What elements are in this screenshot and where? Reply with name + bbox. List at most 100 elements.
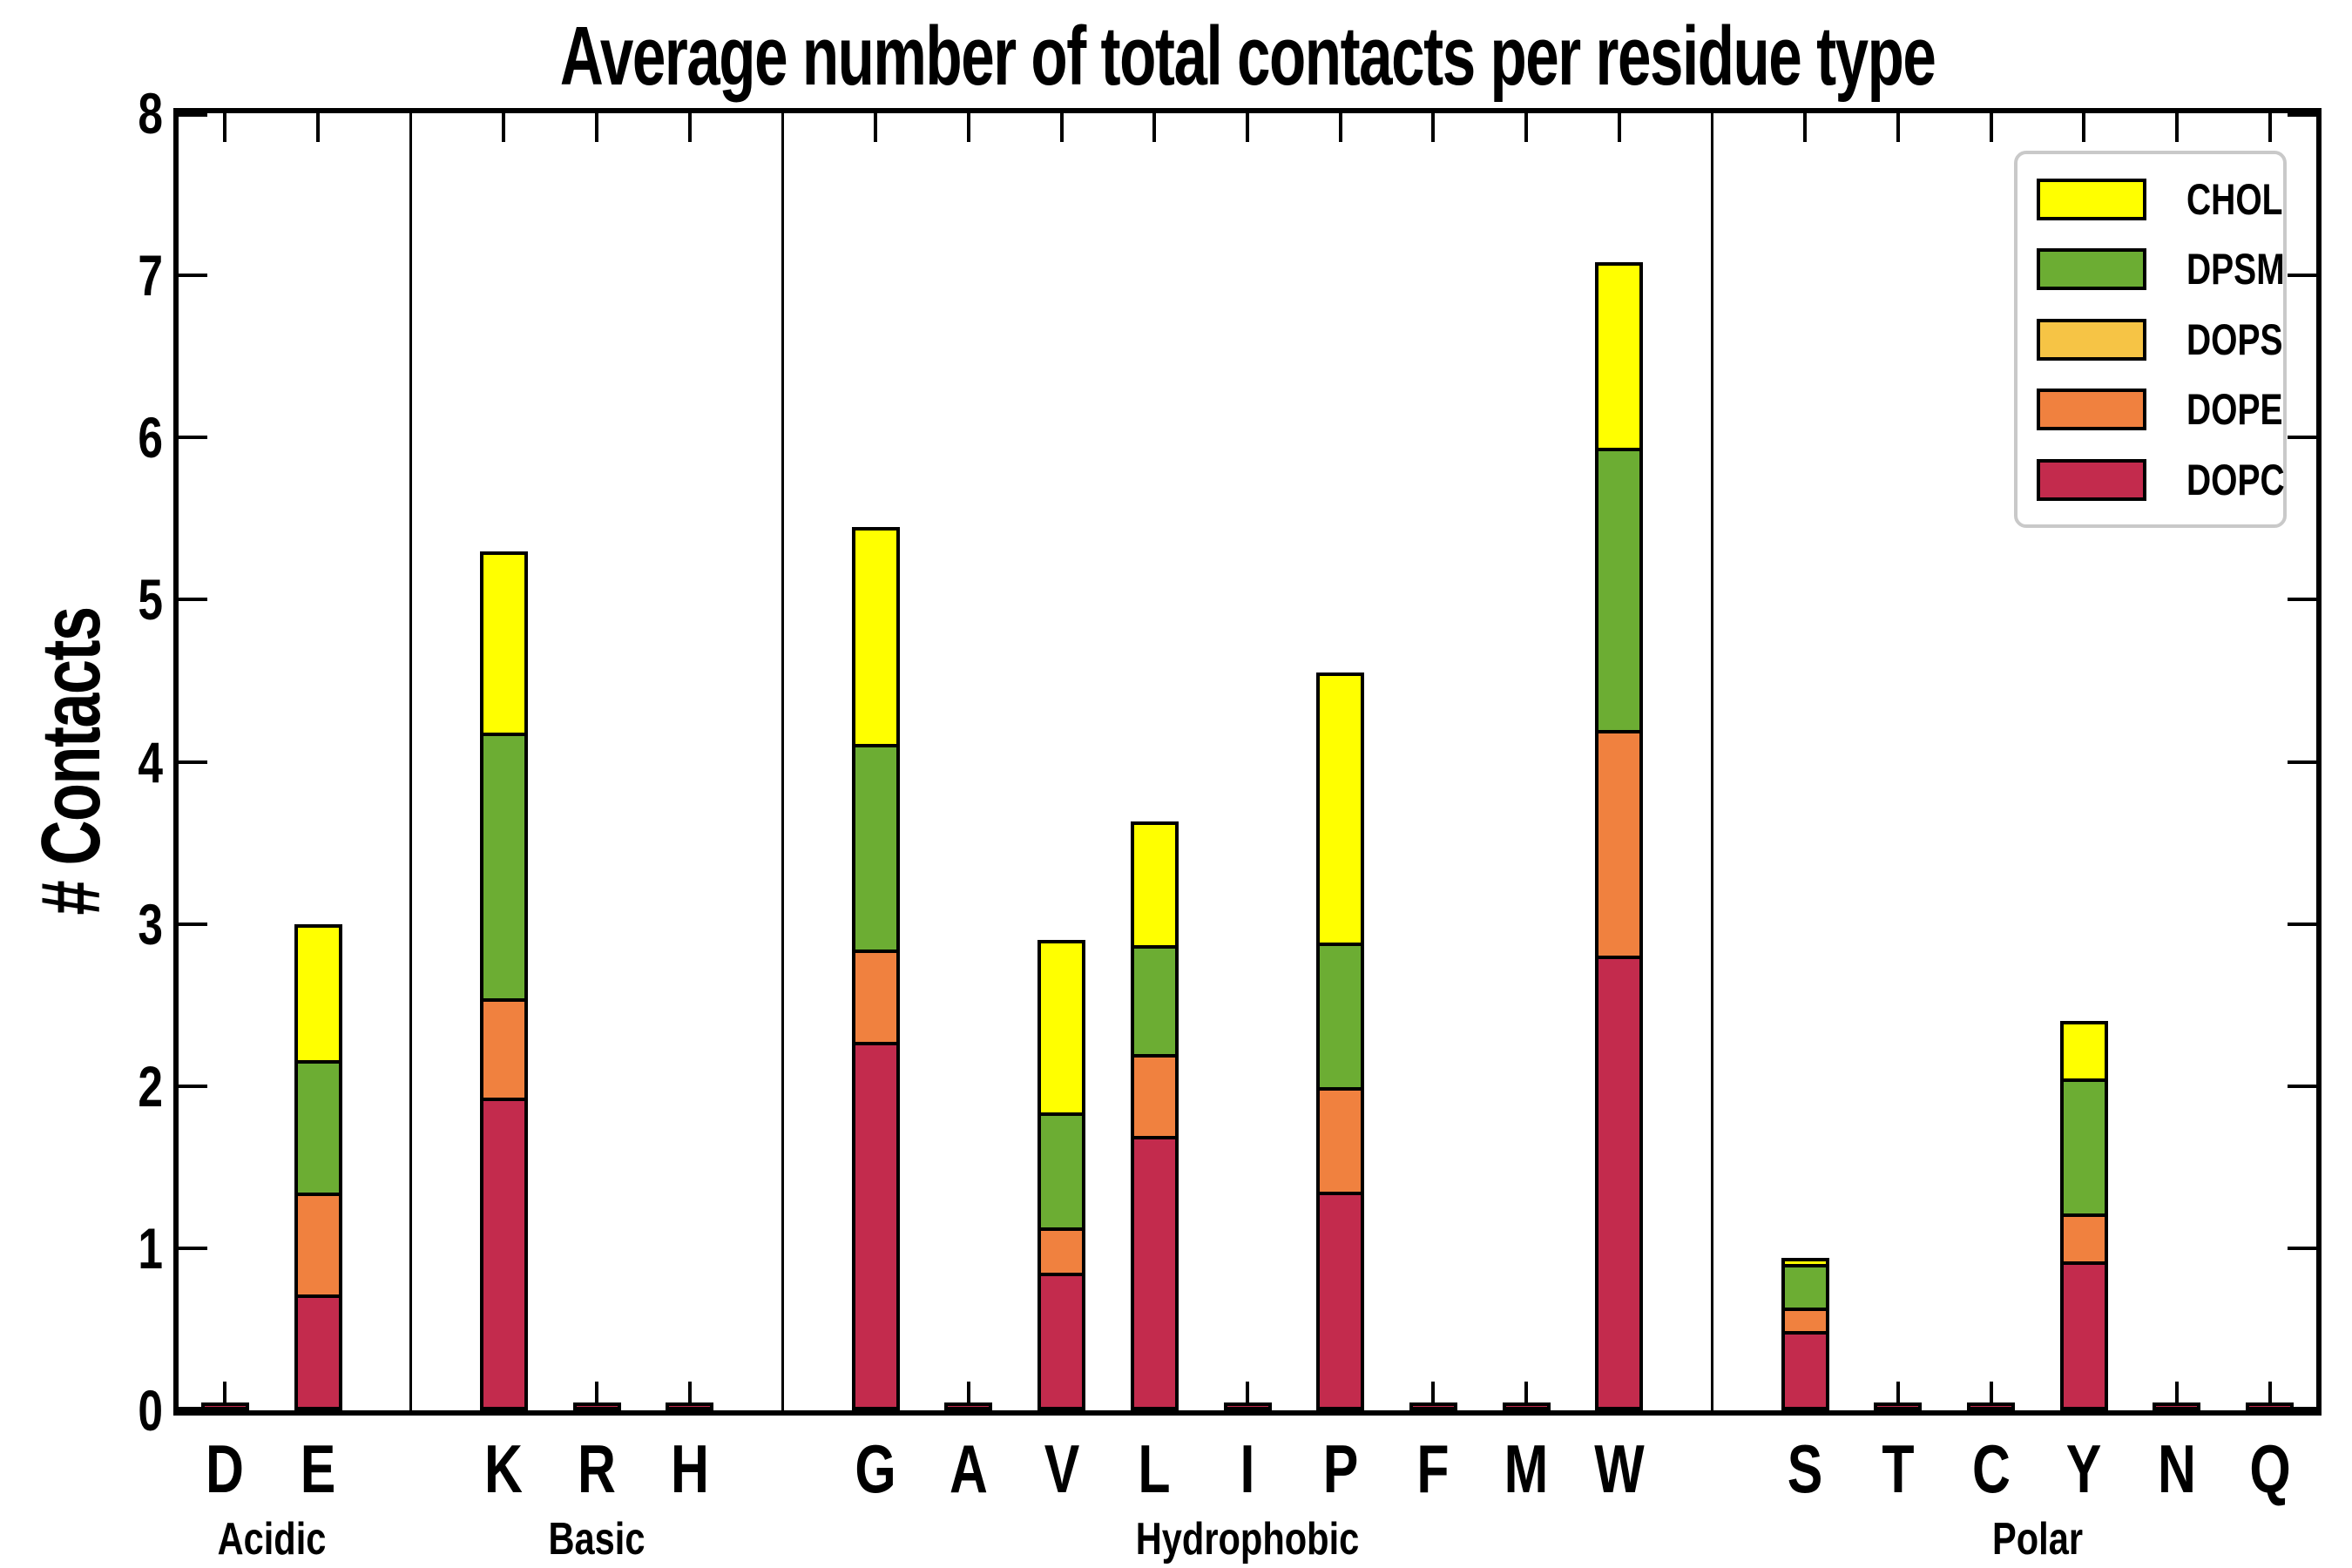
bar-segment-W-DOPE (1598, 733, 1640, 959)
bar-segment-L-CHOL (1133, 825, 1175, 949)
legend-label: DPSM (2186, 245, 2285, 294)
bar-R (572, 1402, 621, 1410)
bar-segment-K-DPSM (483, 736, 524, 1002)
bar-E (294, 923, 342, 1410)
x-tick (966, 1382, 970, 1410)
x-tick (316, 113, 321, 142)
y-tick-label-8: 8 (138, 81, 163, 145)
y-tick (179, 274, 207, 278)
bar-segment-C-DOPC (1970, 1406, 2012, 1407)
x-tick (1246, 1382, 1249, 1410)
bar-segment-P-DOPC (1320, 1194, 1362, 1407)
bar-segment-W-DPSM (1598, 450, 1640, 733)
y-tick (2288, 598, 2316, 602)
y-tick (2288, 1084, 2316, 1088)
legend: CHOL DPSM DOPS DOPE DOPC (2014, 151, 2287, 528)
x-tick-label-L: L (1138, 1430, 1171, 1507)
bar-segment-Y-DOPC (2063, 1265, 2105, 1407)
y-tick-label-0: 0 (138, 1378, 163, 1443)
x-tick (1152, 113, 1157, 142)
x-tick (1059, 113, 1064, 142)
bar-I (1223, 1402, 1272, 1410)
bar-segment-P-DPSM (1320, 945, 1362, 1091)
bar-segment-H-DOPC (669, 1406, 711, 1407)
bar-segment-Y-CHOL (2063, 1024, 2105, 1083)
y-tick-label-7: 7 (138, 243, 163, 308)
bar-segment-E-DPSM (297, 1063, 339, 1196)
bar-K (479, 551, 528, 1410)
bar-W (1595, 262, 1644, 1410)
x-tick-label-P: P (1322, 1430, 1358, 1507)
x-tick (1338, 113, 1342, 142)
bar-segment-K-CHOL (483, 554, 524, 737)
bar-segment-S-DOPC (1784, 1334, 1826, 1407)
bar-segment-N-DOPC (2156, 1406, 2198, 1407)
bar-Y (2059, 1021, 2108, 1410)
bar-segment-V-DPSM (1041, 1116, 1083, 1232)
chart-title-text: Average number of total contacts per res… (559, 10, 1936, 103)
legend-item-DOPE: DOPE (2037, 384, 2283, 435)
bar-segment-L-DPSM (1133, 948, 1175, 1058)
x-tick (1617, 113, 1621, 142)
legend-swatch-DOPC (2037, 458, 2146, 501)
legend-item-CHOL: CHOL (2037, 174, 2283, 225)
x-tick (1896, 1382, 1900, 1410)
bar-segment-T-DOPC (1877, 1406, 1919, 1407)
x-tick (1431, 1382, 1436, 1410)
x-tick (1989, 113, 1993, 142)
x-tick (874, 113, 878, 142)
bar-segment-M-DOPC (1505, 1406, 1547, 1407)
x-tick (966, 113, 970, 142)
x-tick (223, 113, 227, 142)
bar-segment-W-CHOL (1598, 266, 1640, 451)
legend-label: DOPS (2186, 314, 2283, 364)
y-tick-label-3: 3 (138, 891, 163, 956)
legend-label: CHOL (2186, 174, 2283, 224)
bar-segment-I-DOPC (1227, 1406, 1268, 1407)
legend-item-DOPC: DOPC (2037, 455, 2285, 505)
x-tick (1989, 1382, 1993, 1410)
bar-segment-G-DPSM (855, 747, 896, 954)
bar-G (851, 526, 900, 1410)
group-label-hydrophobic: Hydrophobic (1135, 1514, 1360, 1565)
bar-segment-G-DOPC (855, 1044, 896, 1407)
bar-segment-P-DOPE (1320, 1090, 1362, 1195)
bar-segment-Q-DOPC (2249, 1406, 2291, 1407)
x-tick-label-V: V (1044, 1430, 1079, 1507)
x-tick (1524, 113, 1529, 142)
y-tick (2288, 113, 2316, 117)
group-label-basic: Basic (548, 1514, 645, 1565)
y-tick-label-2: 2 (138, 1053, 163, 1119)
y-tick (179, 113, 207, 117)
legend-swatch-CHOL (2037, 178, 2146, 220)
bar-V (1037, 940, 1086, 1410)
bar-segment-F-DOPC (1412, 1406, 1454, 1407)
bar-H (666, 1402, 714, 1410)
x-tick (687, 1382, 692, 1410)
bar-Q (2246, 1402, 2295, 1410)
x-tick (1524, 1382, 1529, 1410)
legend-item-DPSM: DPSM (2037, 244, 2285, 294)
x-tick (1896, 113, 1900, 142)
bar-segment-V-DOPC (1041, 1275, 1083, 1407)
y-tick (179, 1407, 207, 1410)
x-tick-label-K: K (484, 1430, 524, 1507)
x-tick (687, 113, 692, 142)
bar-segment-S-DPSM (1784, 1267, 1826, 1311)
x-tick (502, 113, 506, 142)
bar-segment-E-CHOL (297, 927, 339, 1064)
x-tick-label-A: A (949, 1430, 988, 1507)
x-tick (2174, 1382, 2179, 1410)
y-tick (2288, 1407, 2316, 1410)
group-label-acidic: Acidic (217, 1514, 327, 1565)
x-tick-label-N: N (2157, 1430, 2196, 1507)
legend-swatch-DOPE (2037, 389, 2146, 430)
y-tick (179, 436, 207, 440)
y-tick (2288, 1246, 2316, 1250)
x-tick (1803, 113, 1808, 142)
bar-segment-A-DOPC (948, 1406, 990, 1407)
y-tick (179, 1084, 207, 1088)
legend-label: DOPC (2186, 455, 2285, 504)
plot-area: CHOL DPSM DOPS DOPE DOPC (173, 108, 2322, 1416)
x-tick-label-Y: Y (2065, 1430, 2102, 1507)
